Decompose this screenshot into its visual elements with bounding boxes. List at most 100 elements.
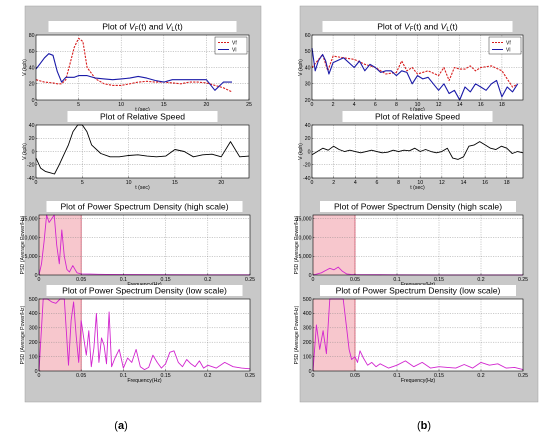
- series-line-data: [35, 124, 250, 175]
- y-tick-label: 100: [29, 354, 38, 360]
- x-tick-label: 0: [35, 102, 38, 108]
- y-axis-label: PSD (Average Power/Hz): [20, 215, 26, 274]
- chart-a4: Plot of Power Spectrum Density (low scal…: [20, 285, 255, 384]
- y-tick-label: 15,000: [296, 217, 312, 223]
- plot-title: Plot of Power Spectrum Density (low scal…: [62, 286, 227, 296]
- chart-b1: Plot of VF(t) and VL(t) 0 2 4 6 8 10 12 14 16 18 20…: [298, 21, 524, 113]
- legend-label-vf: Vf: [506, 40, 511, 46]
- x-tick-label: 15: [161, 102, 167, 108]
- chart-b4: Plot of Power Spectrum Density (low scal…: [294, 285, 528, 384]
- y-tick-label: 10,000: [22, 235, 38, 241]
- y-tick-label: 0: [35, 273, 38, 279]
- legend-label-vf: Vf: [232, 40, 237, 46]
- chart-b2: Plot of Relative Speed 0 2 4 6 8 10 12 14 16 18 -40…: [298, 111, 524, 191]
- x-tick-label: 0.05: [350, 373, 360, 379]
- y-tick-label: 20: [305, 136, 311, 142]
- x-tick-label: 0: [311, 102, 314, 108]
- y-tick-label: 60: [29, 49, 35, 55]
- axes-frame: [312, 214, 524, 276]
- x-tick-label: 12: [436, 102, 442, 108]
- y-tick-label: 500: [303, 297, 312, 303]
- plot-title: Plot of Relative Speed: [375, 112, 460, 122]
- x-tick-label: 2: [332, 180, 335, 186]
- x-tick-label: 12: [439, 180, 445, 186]
- y-axis-label: V (kph): [22, 59, 28, 76]
- x-tick-label: 0: [38, 373, 41, 379]
- y-tick-label: 0: [35, 369, 38, 375]
- y-tick-label: 300: [29, 326, 38, 332]
- y-tick-label: 5,000: [299, 254, 312, 260]
- y-axis-label: PSD (Average Power/Hz): [294, 305, 300, 364]
- y-tick-label: -40: [27, 176, 35, 182]
- x-axis-label: t (sec): [135, 107, 150, 113]
- plot-title-box: [322, 21, 513, 32]
- y-tick-label: 20: [29, 136, 35, 142]
- legend-label-vl: Vl: [506, 47, 510, 53]
- x-tick-label: 25: [246, 102, 252, 108]
- charts-layer: Plot of VF(t) and VL(t)0 5 10 15 20 250204060…: [20, 21, 528, 384]
- plot-title-box: [46, 285, 243, 296]
- low-frequency-band: [39, 299, 82, 371]
- y-tick-label: 400: [303, 311, 312, 317]
- y-tick-label: 40: [29, 123, 35, 129]
- y-axis-label: V (kph): [22, 143, 28, 160]
- x-tick-label: 15: [172, 180, 178, 186]
- x-tick-label: 18: [504, 180, 510, 186]
- chart-a2: Plot of Relative Speed 0 5 10 15 20 -40 -20 0 20 4…: [22, 111, 250, 191]
- x-tick-label: 18: [499, 102, 505, 108]
- y-tick-label: 0: [32, 98, 35, 104]
- low-frequency-band: [313, 299, 355, 371]
- axes-frame: [38, 214, 251, 276]
- x-tick-label: 16: [478, 102, 484, 108]
- series-line-data: [311, 141, 524, 160]
- x-tick-label: 0.15: [434, 373, 444, 379]
- plot-title: Plot of VF(t) and VL(t): [102, 22, 183, 34]
- plot-title: Plot of Power Spectrum Density (high sca…: [334, 202, 502, 212]
- y-tick-label: 80: [29, 33, 35, 39]
- series-line-vl: [311, 47, 519, 101]
- y-axis-label: V (kph): [298, 59, 304, 76]
- x-tick-label: 0.2: [204, 277, 211, 283]
- x-tick-label: 0: [312, 373, 315, 379]
- plot-title: Plot of Relative Speed: [100, 112, 185, 122]
- x-tick-label: 2: [332, 102, 335, 108]
- y-tick-label: 60: [305, 33, 311, 39]
- x-tick-label: 0.15: [434, 277, 444, 283]
- x-tick-label: 0: [35, 180, 38, 186]
- x-tick-label: 0: [38, 277, 41, 283]
- plot-title-box: [48, 21, 237, 32]
- x-axis-label: t (sec): [410, 107, 425, 113]
- axes-frame: [312, 298, 524, 372]
- y-tick-label: 0: [309, 273, 312, 279]
- plot-title: Plot of VF(t) and VL(t): [377, 22, 458, 34]
- caption-a: (a): [114, 420, 127, 432]
- y-tick-label: 50: [305, 49, 311, 55]
- x-axis-label: Frequency(Hz): [401, 378, 436, 384]
- y-axis-label: PSD (Average Power/Hz): [294, 215, 300, 274]
- y-tick-label: 40: [29, 65, 35, 71]
- series-line-data: [38, 214, 250, 276]
- x-tick-label: 0.05: [350, 277, 360, 283]
- x-tick-label: 0.1: [120, 373, 127, 379]
- x-tick-label: 0.25: [518, 277, 528, 283]
- x-tick-label: 10: [417, 180, 423, 186]
- series-line-vl: [35, 53, 232, 91]
- x-tick-label: 16: [482, 180, 488, 186]
- x-tick-label: 4: [353, 102, 356, 108]
- x-tick-label: 5: [77, 102, 80, 108]
- series-line-vf: [35, 37, 233, 93]
- x-tick-label: 0.15: [161, 277, 171, 283]
- low-frequency-band: [313, 215, 355, 275]
- y-tick-label: 15,000: [22, 217, 38, 223]
- y-tick-label: 500: [29, 297, 38, 303]
- x-tick-label: 6: [375, 180, 378, 186]
- y-tick-label: 40: [305, 65, 311, 71]
- chart-a3: Plot of Power Spectrum Density (high sca…: [20, 201, 255, 288]
- x-tick-label: 8: [397, 180, 400, 186]
- series-line-data: [38, 298, 251, 372]
- y-tick-label: -20: [27, 163, 35, 169]
- y-tick-label: 5,000: [25, 254, 38, 260]
